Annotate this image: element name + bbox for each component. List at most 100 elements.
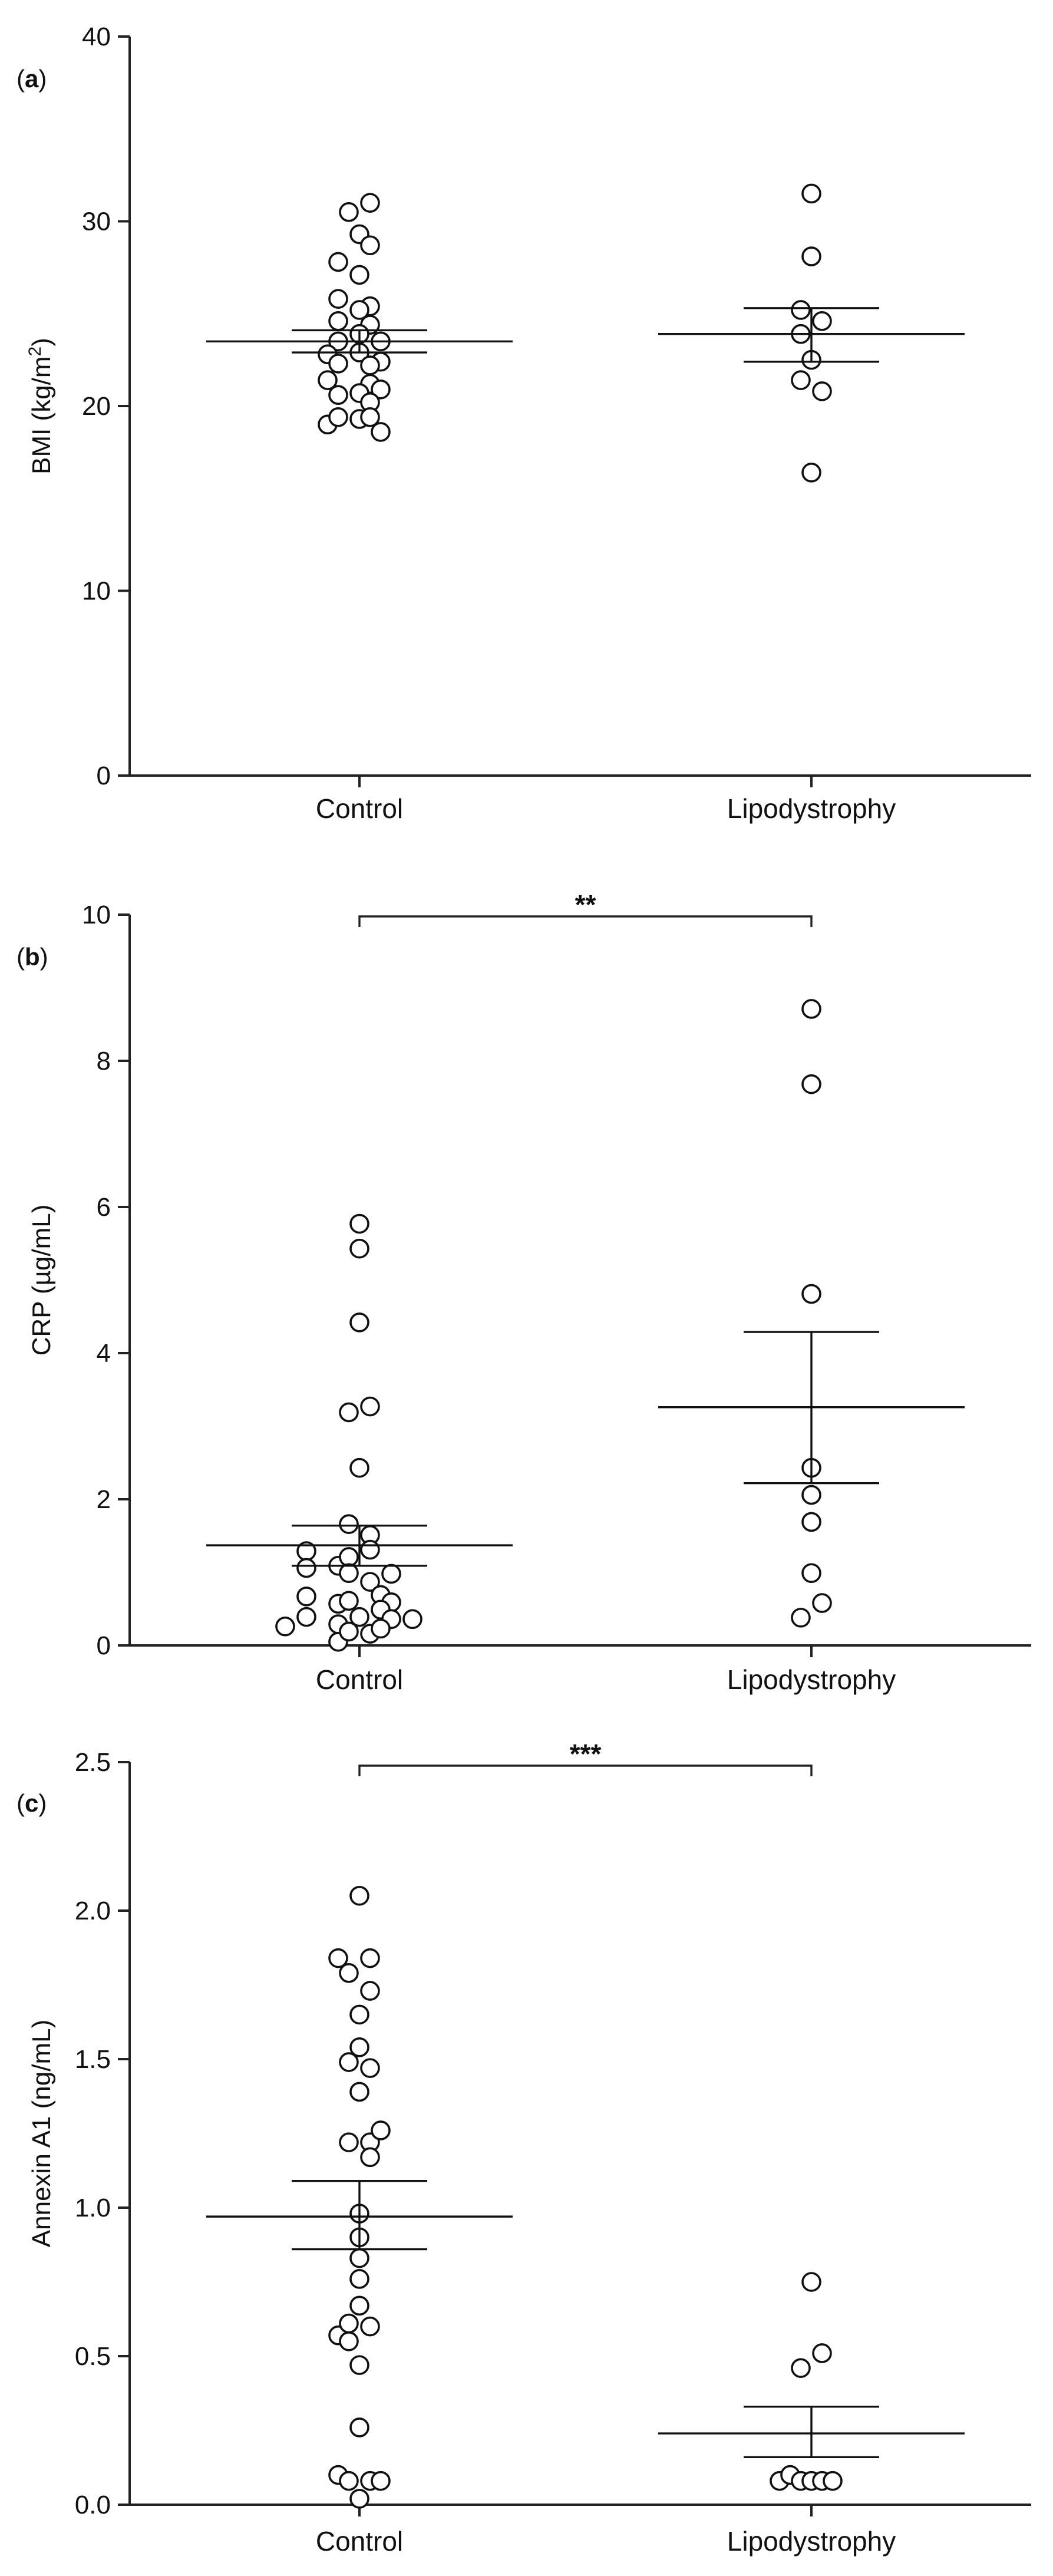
- y-axis-label: CRP (µg/mL): [27, 1205, 56, 1356]
- y-tick-label: 0: [97, 1631, 111, 1660]
- significance-bracket: [358, 1764, 813, 1776]
- control-data-point: [339, 202, 359, 222]
- lipodystrophy-data-point: [823, 2471, 843, 2491]
- lipodystrophy-data-point: [812, 2343, 832, 2363]
- control-data-point: [371, 2120, 391, 2140]
- lipodystrophy-data-point: [812, 381, 832, 401]
- control-data-point: [349, 2269, 369, 2289]
- control-data-point: [328, 252, 348, 272]
- control-data-point: [339, 1402, 359, 1423]
- control-data-point: [349, 2355, 369, 2375]
- lipodystrophy-data-point: [801, 2272, 821, 2292]
- panel-label-letter: c: [25, 1789, 38, 1817]
- y-axis-label-text: BMI (kg/m: [27, 356, 56, 474]
- y-axis-label-close: ): [27, 338, 56, 347]
- lipodystrophy-data-point: [801, 1512, 821, 1532]
- control-data-point: [371, 2471, 391, 2491]
- control-data-point: [296, 1587, 316, 1607]
- control-data-point: [349, 1238, 369, 1259]
- control-data-point: [349, 1457, 369, 1478]
- lipodystrophy-data-point: [801, 1284, 821, 1304]
- panel-label-letter: b: [25, 943, 40, 971]
- y-tick-label: 0: [97, 761, 111, 790]
- control-data-point: [360, 1981, 380, 2001]
- y-tick-label: 0.0: [75, 2491, 111, 2519]
- control-data-point: [328, 385, 348, 405]
- control-data-point: [296, 1607, 316, 1627]
- lipodystrophy-data-point: [801, 463, 821, 483]
- control-data-point: [349, 2295, 369, 2316]
- lipodystrophy-group: [658, 999, 965, 1628]
- control-data-point: [349, 2037, 369, 2057]
- y-axis-label: Annexin A1 (ng/mL): [27, 2020, 56, 2247]
- control-data-point: [360, 193, 380, 213]
- control-data-point: [371, 1618, 391, 1639]
- panel-label-open: (: [16, 65, 25, 93]
- control-data-point: [339, 2052, 359, 2072]
- lipodystrophy-group: [658, 2272, 965, 2491]
- control-group: [206, 1886, 513, 2509]
- control-data-point: [328, 1948, 348, 1968]
- control-data-point: [349, 2417, 369, 2438]
- y-tick-label: 10: [82, 577, 111, 606]
- y-tick-label: 30: [82, 207, 111, 236]
- control-data-point: [349, 300, 369, 320]
- significance-bracket: [358, 915, 813, 927]
- control-data-point: [360, 1396, 380, 1417]
- control-data-point: [339, 1563, 359, 1584]
- control-data-point: [360, 355, 380, 375]
- control-data-point: [360, 235, 380, 256]
- y-tick-label: 40: [82, 22, 111, 51]
- control-group: [206, 1213, 513, 1652]
- control-data-point: [339, 1514, 359, 1534]
- control-data-point: [360, 2316, 380, 2337]
- control-data-point: [328, 354, 348, 374]
- x-category-label: Control: [316, 2526, 403, 2557]
- y-tick-label: 8: [97, 1047, 111, 1076]
- lipodystrophy-data-point: [801, 999, 821, 1019]
- lipodystrophy-data-point: [791, 300, 811, 320]
- significance-stars: ***: [570, 1739, 602, 1769]
- y-tick-label: 6: [97, 1193, 111, 1222]
- lipodystrophy-group: [658, 183, 965, 483]
- panel-label-open: (: [16, 1789, 25, 1817]
- control-data-point: [349, 2082, 369, 2102]
- lipodystrophy-data-point: [801, 246, 821, 266]
- control-data-point: [360, 407, 380, 427]
- control-data-point: [296, 1558, 316, 1578]
- control-data-point: [360, 2058, 380, 2078]
- panel-label-close: ): [38, 1789, 47, 1817]
- x-category-label: Lipodystrophy: [727, 793, 896, 824]
- control-data-point: [339, 1591, 359, 1611]
- y-tick-label: 4: [97, 1339, 111, 1368]
- control-data-point: [318, 370, 338, 390]
- panel-label-letter: a: [25, 65, 39, 93]
- control-data-point: [349, 2248, 369, 2268]
- control-data-point: [349, 1312, 369, 1332]
- lipodystrophy-data-point: [812, 311, 832, 331]
- control-data-point: [339, 1621, 359, 1642]
- panel-label-close: ): [40, 943, 48, 971]
- control-data-point: [360, 1948, 380, 1968]
- control-data-point: [402, 1609, 422, 1630]
- control-data-point: [339, 1963, 359, 1983]
- lipodystrophy-data-point: [801, 1563, 821, 1584]
- panel-label-close: ): [38, 65, 47, 93]
- control-data-point: [339, 2331, 359, 2351]
- panel-b: 0 2 4 6 8 10 Control Lipodystrophy (b) CRP (µg/mL…: [16, 889, 1031, 1695]
- y-tick-label: 2.0: [75, 1896, 111, 1925]
- x-category-label: Lipodystrophy: [727, 1664, 896, 1695]
- control-data-point: [349, 1213, 369, 1234]
- panel-label: (c): [16, 1789, 47, 1817]
- control-data-point: [349, 265, 369, 285]
- control-data-point: [381, 1564, 401, 1584]
- x-category-label: Control: [316, 1664, 403, 1695]
- panel-label-open: (: [16, 943, 25, 971]
- control-data-point: [328, 407, 348, 427]
- control-data-point: [339, 2471, 359, 2491]
- lipodystrophy-data-point: [801, 1485, 821, 1505]
- panel-c: 0.0 0.5 1.0 1.5 2.0 2.5 Control Lipodystrophy (c…: [16, 1739, 1031, 2557]
- y-axis-label: BMI (kg/m2): [25, 338, 56, 474]
- lipodystrophy-data-point: [801, 1074, 821, 1094]
